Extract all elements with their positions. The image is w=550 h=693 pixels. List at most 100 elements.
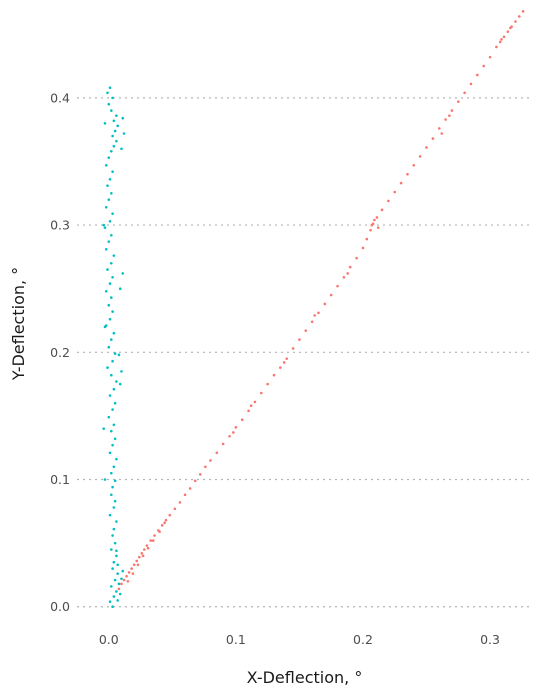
- data-point-series-2: [168, 513, 172, 517]
- data-point-series-1: [107, 156, 111, 159]
- data-point-series-1: [110, 233, 113, 237]
- data-point-series-1: [112, 465, 116, 469]
- data-point-series-2: [348, 265, 352, 269]
- data-point-series-1: [121, 569, 125, 573]
- data-point-series-1: [113, 401, 117, 405]
- data-point-series-1: [111, 567, 114, 570]
- data-point-series-2: [131, 572, 135, 575]
- data-point-series-2: [313, 314, 316, 317]
- data-points: [102, 10, 525, 609]
- data-point-series-2: [282, 361, 286, 364]
- data-point-series-1: [115, 520, 118, 523]
- y-axis-title: Y-Deflection, °: [9, 267, 28, 381]
- data-point-series-2: [323, 302, 327, 306]
- data-point-series-2: [158, 530, 161, 533]
- data-point-series-1: [104, 163, 108, 167]
- data-point-series-2: [456, 100, 460, 103]
- data-point-series-2: [517, 15, 521, 18]
- data-point-series-2: [141, 554, 145, 558]
- data-point-series-2: [521, 10, 525, 13]
- data-point-series-1: [110, 373, 113, 377]
- data-point-series-2: [232, 431, 235, 434]
- data-point-series-1: [106, 268, 109, 271]
- data-point-series-2: [355, 256, 358, 260]
- data-point-series-2: [153, 534, 156, 537]
- data-point-series-1: [113, 499, 117, 503]
- data-point-series-2: [149, 539, 153, 542]
- data-point-series-2: [463, 91, 466, 95]
- data-point-series-1: [120, 370, 123, 373]
- data-point-series-2: [425, 146, 428, 149]
- data-point-series-2: [145, 544, 149, 547]
- data-point-series-1: [117, 582, 121, 586]
- data-point-series-2: [437, 127, 441, 130]
- data-point-series-1: [115, 114, 118, 117]
- data-point-series-2: [469, 82, 473, 86]
- data-point-series-2: [387, 199, 390, 203]
- data-point-series-1: [110, 585, 113, 588]
- data-point-series-1: [112, 423, 116, 427]
- data-point-series-2: [215, 451, 219, 455]
- data-point-series-2: [329, 293, 333, 297]
- data-point-series-1: [104, 247, 108, 251]
- x-tick-label: 0.3: [480, 632, 500, 647]
- data-point-series-2: [234, 426, 238, 429]
- data-point-series-1: [113, 129, 117, 133]
- data-point-series-1: [113, 541, 117, 545]
- data-point-series-1: [111, 605, 114, 609]
- y-tick-label: 0.0: [50, 599, 70, 614]
- data-point-series-2: [444, 118, 447, 121]
- data-point-series-2: [310, 320, 314, 324]
- data-point-series-2: [346, 272, 350, 275]
- data-point-series-1: [121, 116, 125, 120]
- data-point-series-2: [126, 579, 130, 583]
- data-point-series-2: [298, 338, 301, 341]
- data-point-series-1: [110, 338, 113, 341]
- data-point-series-1: [110, 150, 113, 153]
- data-point-series-2: [291, 347, 295, 350]
- data-point-series-2: [266, 382, 269, 386]
- data-point-series-1: [111, 134, 114, 138]
- data-point-series-2: [240, 418, 244, 422]
- data-point-series-2: [342, 275, 346, 279]
- data-point-series-2: [135, 559, 139, 563]
- data-point-series-2: [151, 539, 155, 542]
- data-point-series-1: [111, 359, 114, 363]
- data-point-series-1: [111, 408, 114, 411]
- data-point-series-1: [110, 109, 113, 112]
- data-point-series-2: [514, 20, 517, 23]
- data-point-series-2: [317, 311, 320, 315]
- data-point-series-1: [110, 548, 113, 551]
- data-point-series-1: [108, 219, 112, 223]
- y-tick-label: 0.2: [50, 345, 70, 360]
- data-point-series-1: [113, 352, 117, 355]
- data-point-series-1: [108, 513, 112, 517]
- data-point-series-1: [117, 353, 121, 357]
- data-point-series-2: [369, 228, 372, 232]
- data-point-series-1: [108, 451, 112, 455]
- data-point-series-1: [113, 578, 117, 582]
- data-point-series-2: [173, 507, 177, 511]
- data-point-series-1: [112, 560, 116, 564]
- data-point-series-1: [106, 366, 109, 369]
- data-point-series-1: [111, 485, 114, 489]
- data-point-series-2: [373, 218, 376, 222]
- data-point-series-1: [115, 554, 118, 558]
- data-point-series-1: [110, 296, 113, 299]
- data-point-series-2: [122, 578, 126, 582]
- data-point-series-1: [115, 380, 118, 383]
- data-point-series-2: [164, 518, 168, 522]
- data-point-series-1: [121, 272, 125, 275]
- data-point-series-2: [183, 493, 187, 497]
- data-point-series-2: [285, 357, 289, 360]
- data-point-series-1: [110, 493, 113, 497]
- data-point-series-1: [112, 119, 116, 123]
- data-point-series-1: [104, 205, 108, 209]
- data-point-series-2: [163, 521, 166, 525]
- data-point-series-2: [498, 40, 502, 44]
- data-point-series-1: [122, 132, 126, 135]
- data-point-series-2: [272, 373, 276, 377]
- data-point-series-2: [130, 567, 133, 570]
- data-point-series-2: [406, 172, 409, 176]
